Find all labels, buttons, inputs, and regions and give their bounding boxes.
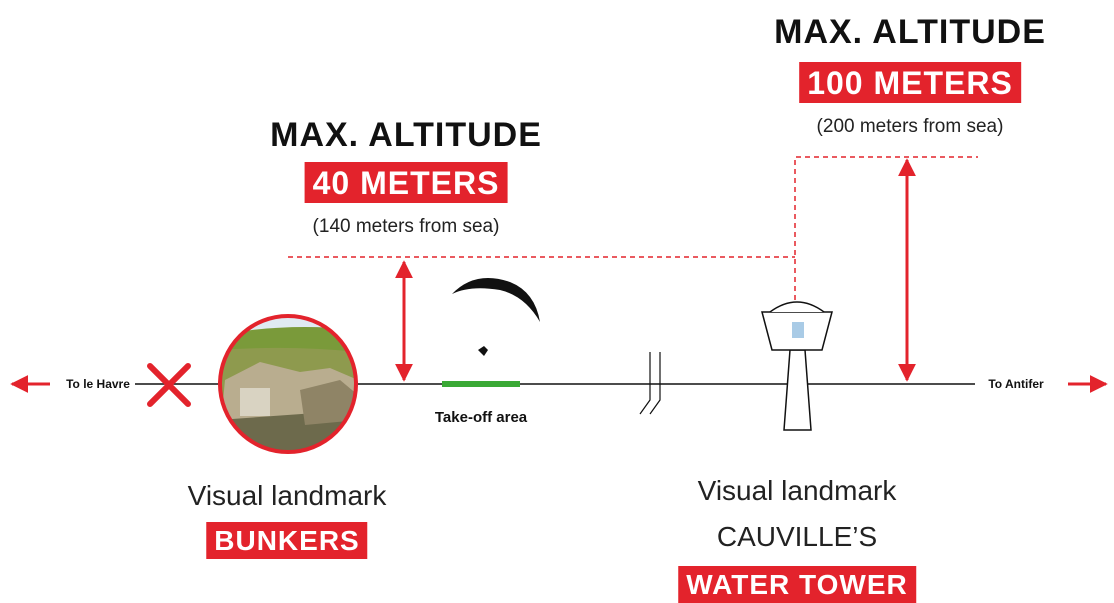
landmark-name: WATER TOWER: [678, 566, 916, 603]
landmark-caption: Visual landmark: [698, 477, 897, 505]
paraglider-wing: [452, 278, 540, 322]
direction-label: To Antifer: [988, 378, 1043, 390]
water-tower: [762, 302, 832, 430]
altitude-limit: 40 METERS: [305, 162, 508, 203]
direction-label: To le Havre: [66, 378, 130, 390]
cross: [150, 366, 188, 404]
altitude-limit: 100 METERS: [799, 62, 1021, 103]
altitude-note: (200 meters from sea): [817, 117, 1004, 136]
page: MAX. ALTITUDE 40 METERS (140 meters from…: [0, 0, 1114, 598]
altitude-title: MAX. ALTITUDE: [774, 15, 1046, 49]
landmark-caption: Visual landmark: [188, 482, 387, 510]
tower-window: [792, 322, 804, 338]
break-marks: [640, 352, 660, 414]
landmark-name: BUNKERS: [206, 522, 367, 559]
landmark-subtitle: CAUVILLE’S: [717, 523, 877, 551]
altitude-title: MAX. ALTITUDE: [270, 118, 542, 152]
paraglider-pilot: [478, 346, 488, 356]
takeoff-label: Take-off area: [435, 410, 527, 425]
altitude-note: (140 meters from sea): [313, 217, 500, 236]
